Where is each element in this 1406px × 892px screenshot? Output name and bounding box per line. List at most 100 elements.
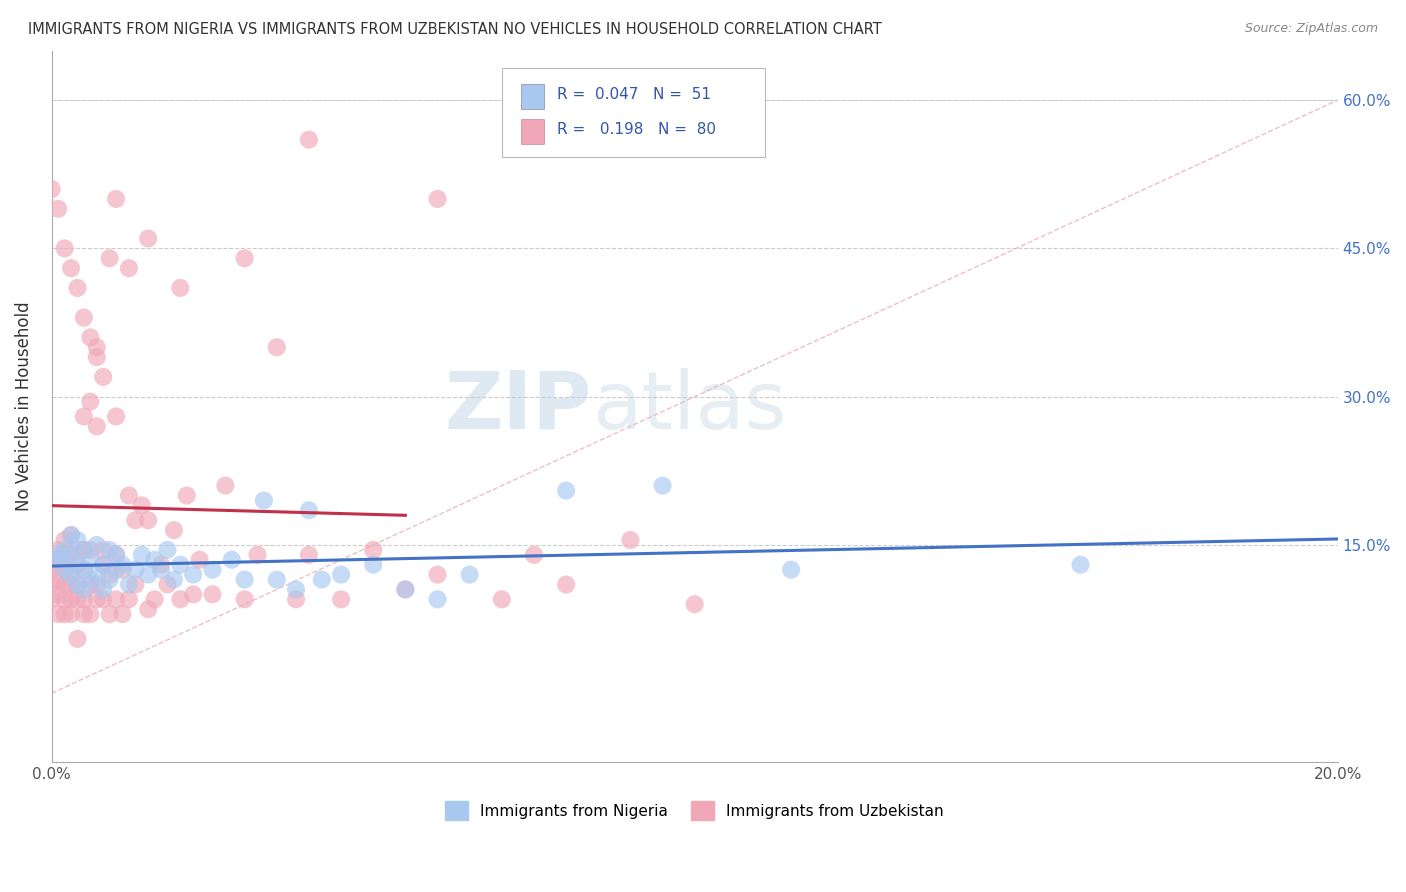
Point [79, 330, 101, 344]
Point [118, 261, 141, 276]
Point [46, 548, 69, 562]
Point [143, 592, 166, 607]
Point [491, 592, 513, 607]
Point [66, 592, 89, 607]
Point [555, 483, 578, 498]
Point [73, 592, 96, 607]
Point [111, 558, 134, 572]
Point [105, 548, 128, 562]
Point [46, 573, 69, 587]
Legend: Immigrants from Nigeria, Immigrants from Uzbekistan: Immigrants from Nigeria, Immigrants from… [439, 795, 950, 826]
Point [233, 592, 256, 607]
Point [253, 493, 276, 508]
Point [98, 252, 121, 266]
Point [426, 567, 449, 582]
Point [41, 577, 63, 591]
Point [66, 558, 89, 572]
Point [91, 582, 114, 597]
Point [66, 558, 89, 572]
Point [118, 489, 141, 503]
Point [555, 577, 578, 591]
Point [46, 553, 69, 567]
Point [131, 548, 153, 562]
Point [79, 542, 101, 557]
Point [619, 533, 641, 547]
Point [46, 607, 69, 622]
Point [91, 542, 114, 557]
Point [651, 478, 673, 492]
FancyBboxPatch shape [502, 69, 765, 158]
Point [73, 310, 96, 325]
Point [73, 542, 96, 557]
Text: R =  0.047   N =  51: R = 0.047 N = 51 [557, 87, 711, 103]
Point [298, 133, 321, 147]
Point [53, 577, 76, 591]
Point [79, 607, 101, 622]
Point [131, 499, 153, 513]
Point [66, 533, 89, 547]
Point [118, 592, 141, 607]
Point [86, 419, 108, 434]
Point [266, 340, 288, 354]
Point [46, 558, 69, 572]
Point [66, 577, 89, 591]
Point [73, 563, 96, 577]
Point [73, 607, 96, 622]
Point [169, 558, 191, 572]
Point [683, 597, 706, 611]
Point [66, 577, 89, 591]
Point [53, 592, 76, 607]
Point [73, 582, 96, 597]
Point [91, 558, 114, 572]
Point [46, 542, 69, 557]
Point [86, 538, 108, 552]
Point [124, 513, 146, 527]
Point [105, 563, 128, 577]
Point [233, 252, 256, 266]
Point [66, 632, 89, 646]
Point [86, 340, 108, 354]
Point [53, 563, 76, 577]
Point [66, 281, 89, 295]
Point [79, 573, 101, 587]
Point [330, 567, 353, 582]
Point [111, 563, 134, 577]
Point [176, 489, 198, 503]
Point [458, 567, 481, 582]
Point [285, 582, 308, 597]
Point [53, 563, 76, 577]
Point [181, 587, 204, 601]
Point [46, 587, 69, 601]
Point [73, 409, 96, 424]
Point [41, 553, 63, 567]
Point [124, 563, 146, 577]
Point [201, 587, 224, 601]
Point [188, 553, 211, 567]
Text: IMMIGRANTS FROM NIGERIA VS IMMIGRANTS FROM UZBEKISTAN NO VEHICLES IN HOUSEHOLD C: IMMIGRANTS FROM NIGERIA VS IMMIGRANTS FR… [28, 22, 882, 37]
Point [73, 563, 96, 577]
Point [60, 548, 83, 562]
Point [60, 567, 83, 582]
Point [1069, 558, 1091, 572]
Point [46, 202, 69, 216]
Y-axis label: No Vehicles in Household: No Vehicles in Household [15, 301, 32, 511]
Point [91, 370, 114, 384]
Point [79, 577, 101, 591]
Point [53, 607, 76, 622]
Text: ZIP: ZIP [444, 368, 592, 446]
Point [66, 542, 89, 557]
Point [41, 182, 63, 196]
Point [60, 548, 83, 562]
Text: Source: ZipAtlas.com: Source: ZipAtlas.com [1244, 22, 1378, 36]
Point [124, 577, 146, 591]
Point [285, 592, 308, 607]
Point [105, 409, 128, 424]
Point [86, 567, 108, 582]
Point [136, 567, 159, 582]
Point [246, 548, 269, 562]
Point [394, 582, 416, 597]
Point [330, 592, 353, 607]
Point [169, 281, 191, 295]
Point [143, 553, 166, 567]
Point [60, 592, 83, 607]
